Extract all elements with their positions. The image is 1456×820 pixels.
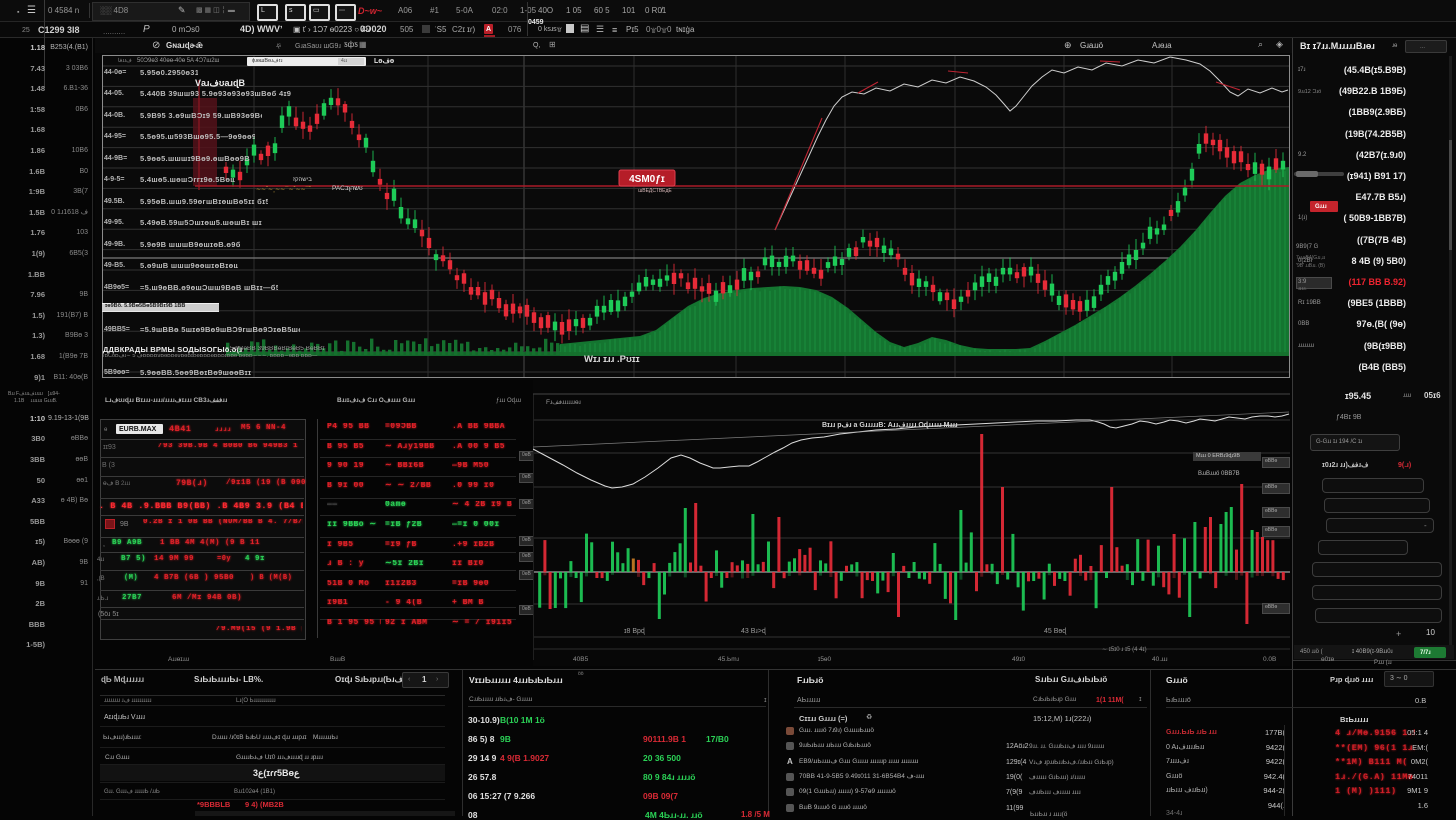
svg-text:∼∼ˇ∼¸∼∼¯∼ˇ∼∼¯ˇ: ∼∼ˇ∼¸∼∼¯∼ˇ∼∼¯ˇ (256, 186, 311, 193)
svg-text:4SM0ƒɪ: 4SM0ƒɪ (629, 174, 665, 185)
svg-text:шВЕДСТВЕдЕ: шВЕДСТВЕдЕ (638, 188, 672, 194)
svg-text:РАСבʅשהʊ: РАСבʅשהʊ (332, 185, 363, 192)
svg-text:בישהקז: בישהקז (293, 177, 312, 183)
